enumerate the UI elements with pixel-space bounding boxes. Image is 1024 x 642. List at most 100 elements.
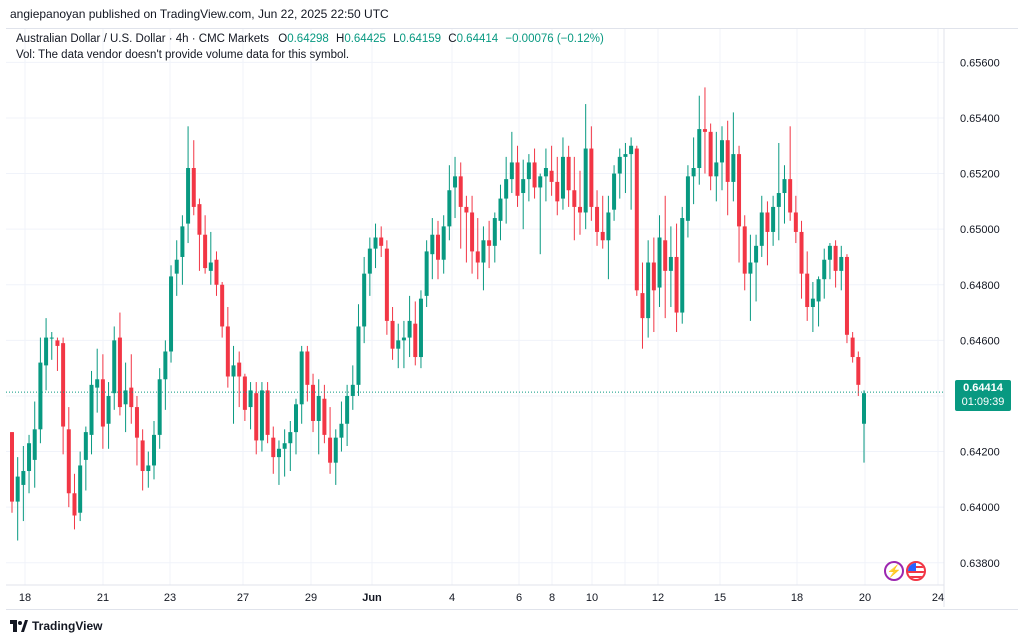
x-tick-label: 8 — [549, 592, 555, 604]
candle-body — [560, 156, 565, 199]
y-tick-label: 0.64200 — [960, 447, 1000, 459]
candle-body — [186, 168, 191, 224]
candle-body — [566, 156, 571, 191]
y-tick-label: 0.65200 — [960, 169, 1000, 181]
candle-body — [271, 437, 276, 458]
y-tick-label: 0.65000 — [960, 224, 1000, 236]
x-tick-label: 10 — [586, 592, 598, 604]
lightning-icon[interactable]: ⚡ — [884, 561, 904, 581]
x-tick-label: 29 — [305, 592, 317, 604]
candle-body — [833, 245, 838, 271]
candle-body — [401, 337, 406, 341]
close-value: 0.64414 — [456, 33, 499, 45]
candle-body — [827, 245, 832, 260]
candle-body — [197, 204, 202, 235]
x-tick-label: 15 — [714, 592, 726, 604]
candle-body — [191, 168, 196, 207]
candle-body — [526, 162, 531, 180]
x-tick-label: Jun — [362, 592, 382, 604]
low-value: 0.64159 — [399, 33, 442, 45]
tradingview-logo-icon — [10, 620, 28, 632]
candle-body — [538, 176, 543, 188]
candle-body — [521, 179, 526, 194]
candle-body — [805, 273, 810, 307]
candle-body — [72, 493, 77, 516]
candle-body — [737, 154, 742, 227]
high-label: H — [336, 33, 345, 45]
candle-body — [112, 340, 117, 394]
candle-body — [328, 437, 333, 463]
x-tick-label: 21 — [97, 592, 109, 604]
candle-body — [333, 437, 338, 463]
candle-body — [487, 240, 492, 246]
candle-body — [66, 429, 71, 494]
candle-body — [799, 231, 804, 274]
candle-body — [839, 256, 844, 271]
us-flag-icon[interactable] — [906, 561, 926, 581]
candle-body — [617, 156, 622, 174]
candle-body — [634, 148, 639, 291]
candle-body — [742, 226, 747, 274]
candle-body — [259, 390, 264, 441]
candle-body — [708, 131, 713, 177]
low-label: L — [393, 33, 400, 45]
candle-body — [754, 245, 759, 263]
candle-body — [822, 259, 827, 280]
candle-body — [629, 145, 634, 155]
y-tick-label: 0.64000 — [960, 502, 1000, 514]
candle-body — [731, 154, 736, 182]
candle-body — [32, 429, 37, 460]
candle-body — [714, 162, 719, 177]
candle-body — [367, 248, 372, 274]
candle-body — [595, 206, 600, 232]
candle-body — [447, 190, 452, 227]
y-tick-label: 0.64800 — [960, 280, 1000, 292]
candle-body — [685, 176, 690, 221]
x-tick-label: 24 — [932, 592, 944, 604]
candle-body — [10, 432, 14, 502]
candle-body — [15, 476, 20, 502]
candle-body — [225, 326, 230, 377]
change-value: −0.00076 (−0.12%) — [505, 33, 604, 45]
candle-body — [89, 384, 94, 435]
candle-body — [265, 390, 270, 435]
candle-body — [464, 206, 469, 213]
last-price-tag: 0.64414 01:09:39 — [955, 380, 1011, 411]
candle-body — [208, 262, 213, 271]
candle-body — [254, 393, 259, 441]
candle-body — [163, 351, 168, 380]
candle-body — [612, 173, 617, 210]
candle-body — [458, 176, 463, 207]
candle-body — [856, 357, 861, 385]
candle-body — [49, 337, 54, 339]
candle-body — [771, 206, 776, 232]
open-label: O — [278, 33, 288, 45]
candle-body — [702, 129, 707, 132]
open-value: 0.64298 — [287, 33, 329, 45]
candle-body — [95, 379, 100, 388]
candle-body — [441, 226, 446, 260]
candle-body — [782, 179, 787, 194]
x-tick-label: 18 — [19, 592, 31, 604]
candle-body — [146, 465, 151, 472]
candle-body — [242, 376, 247, 410]
candle-body — [237, 362, 242, 377]
candle-body — [21, 471, 26, 485]
brand-name: TradingView — [32, 619, 103, 633]
candle-body — [152, 434, 156, 466]
candle-body — [578, 206, 582, 213]
candle-body — [27, 443, 32, 472]
tradingview-brand[interactable]: TradingView — [10, 619, 102, 633]
candle-body — [424, 251, 429, 296]
x-tick-label: 4 — [449, 592, 455, 604]
candle-body — [396, 340, 401, 349]
symbol-label[interactable]: Australian Dollar / U.S. Dollar · 4h · C… — [16, 33, 270, 45]
candle-body — [294, 404, 298, 433]
candle-body — [316, 395, 321, 421]
candle-body — [555, 181, 560, 202]
close-label: C — [448, 33, 457, 45]
candle-body — [583, 148, 588, 213]
candle-body — [810, 298, 815, 307]
candle-body — [657, 237, 662, 288]
